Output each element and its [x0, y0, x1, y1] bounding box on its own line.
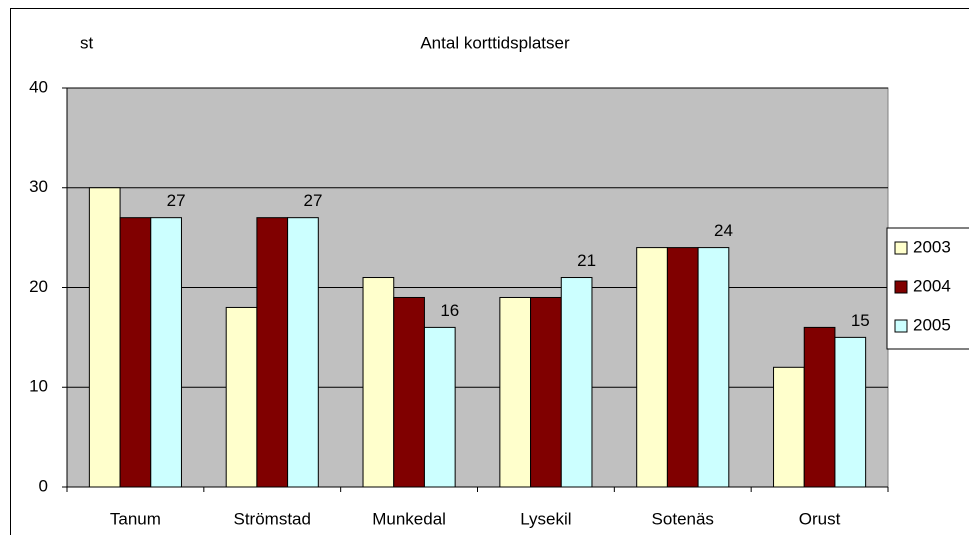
bar	[423, 326, 456, 488]
bar	[697, 247, 730, 488]
data-label: 15	[851, 311, 870, 330]
bar	[773, 366, 805, 488]
bar	[119, 217, 152, 488]
bar	[530, 296, 562, 488]
data-label: 27	[167, 191, 186, 210]
data-label: 27	[303, 191, 322, 210]
data-label: 21	[577, 251, 596, 270]
x-tick-label: Lysekil	[520, 509, 571, 528]
bar	[560, 277, 593, 488]
bar	[393, 296, 425, 488]
legend-swatch	[894, 280, 908, 294]
data-label: 16	[440, 301, 459, 320]
bar	[150, 217, 182, 488]
y-tick-label: 30	[29, 177, 48, 196]
legend-label: 2005	[913, 315, 951, 334]
legend-label: 2004	[913, 276, 951, 295]
legend-swatch	[894, 241, 908, 255]
bar	[834, 336, 867, 488]
bar	[499, 296, 532, 488]
y-tick-label: 20	[29, 277, 48, 296]
x-tick-label: Orust	[799, 509, 841, 528]
bar	[256, 217, 289, 488]
x-tick-label: Strömstad	[234, 509, 311, 528]
data-label: 24	[714, 221, 733, 240]
bar	[666, 247, 699, 488]
chart-title: Antal korttidsplatser	[420, 33, 570, 52]
legend-label: 2003	[913, 237, 951, 256]
x-tick-label: Munkedal	[372, 509, 446, 528]
y-tick-label: 40	[29, 77, 48, 96]
bar	[803, 326, 836, 488]
x-tick-label: Tanum	[110, 509, 161, 528]
legend-swatch	[894, 319, 908, 333]
bar	[287, 217, 319, 488]
x-tick-label: Sotenäs	[652, 509, 714, 528]
bar	[362, 277, 395, 488]
bar	[225, 306, 258, 488]
bar	[88, 187, 121, 488]
y-tick-label: 0	[39, 476, 48, 495]
y-axis-label: st	[80, 33, 94, 52]
y-tick-label: 10	[29, 377, 48, 396]
bar	[636, 247, 668, 488]
